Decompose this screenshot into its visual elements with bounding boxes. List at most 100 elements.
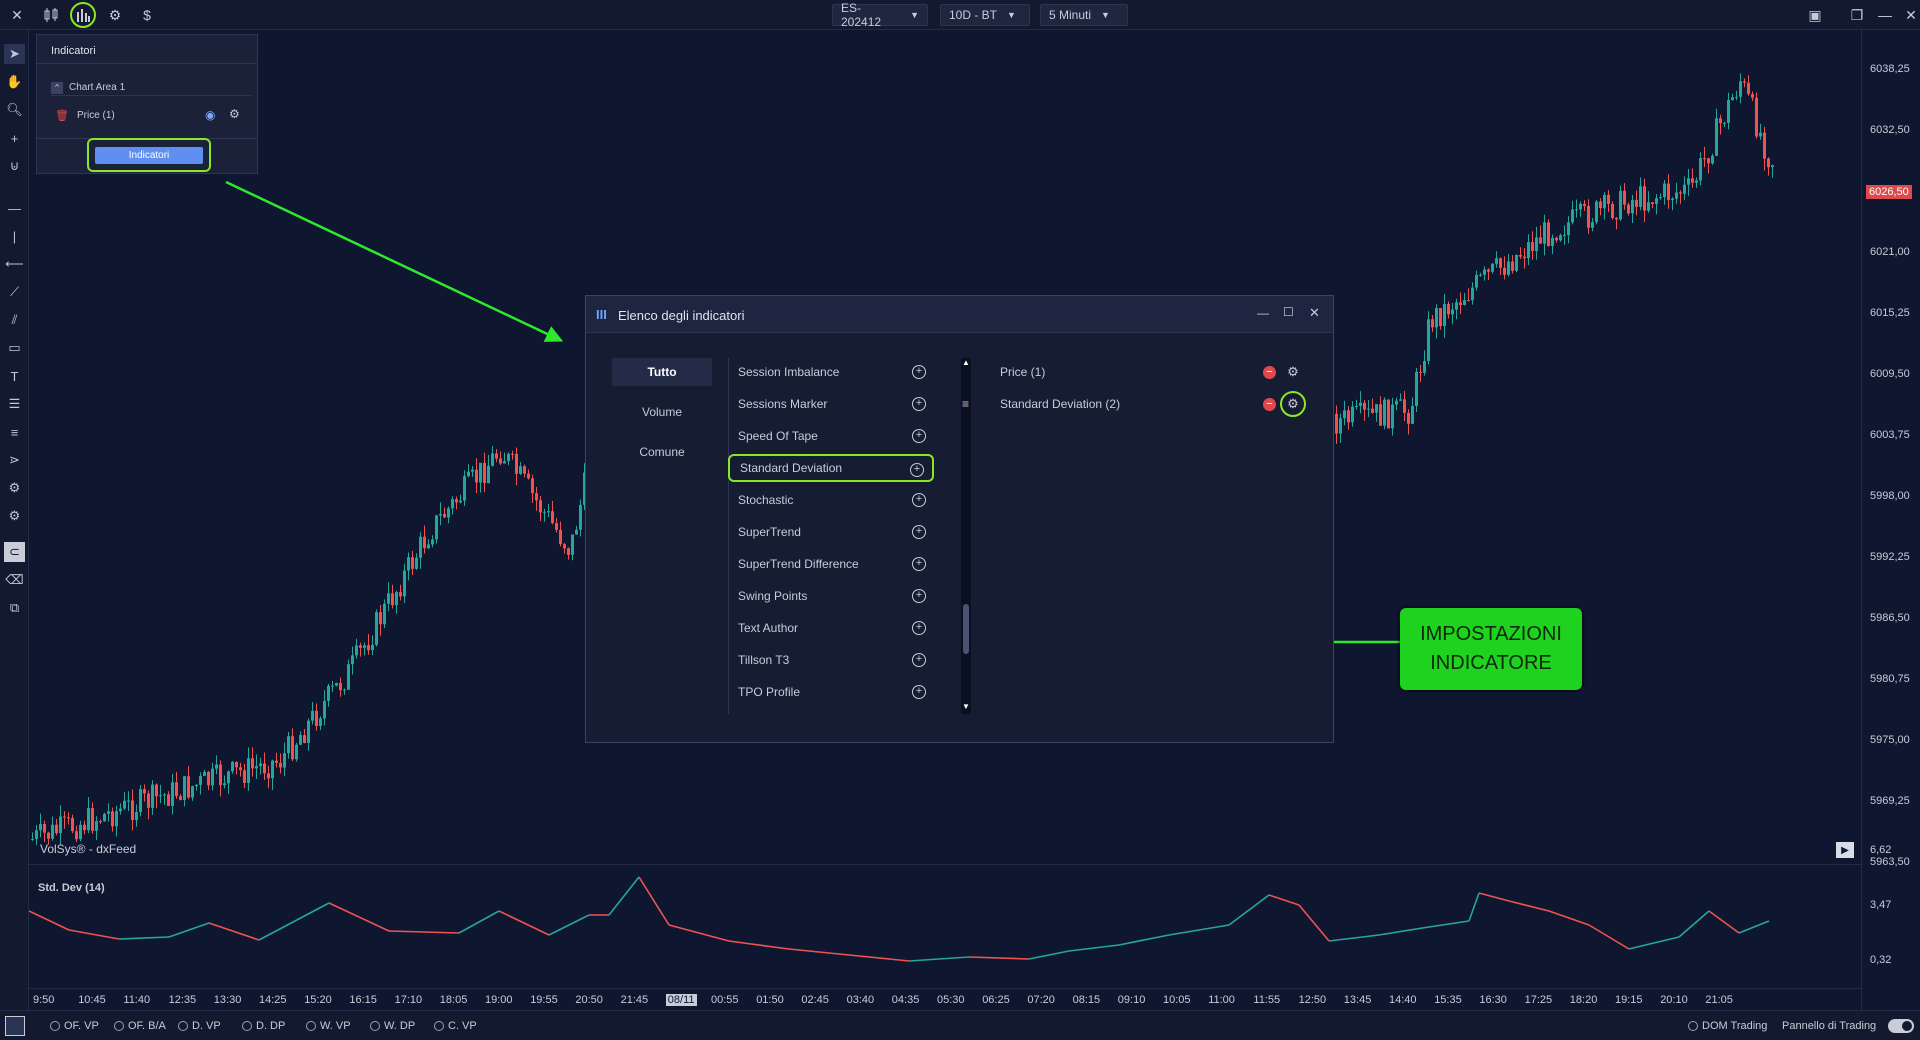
selected-indicator-row[interactable]: ≡ Standard Deviation (2) (962, 390, 1306, 418)
add-indicator-icon[interactable]: + (912, 397, 926, 411)
add-indicator-icon[interactable]: + (910, 463, 924, 477)
scroll-up-icon[interactable]: ▲ (962, 358, 970, 367)
fibonacci-icon[interactable]: ☰ (8, 396, 21, 411)
lock-icon[interactable]: ⧉ (9, 600, 20, 615)
scroll-down-icon[interactable]: ▼ (962, 702, 970, 711)
indicator-list-item[interactable]: Session Imbalance + (728, 358, 934, 386)
candle-body (1455, 302, 1458, 310)
trend-line-icon[interactable]: ⟋ (9, 284, 20, 299)
text-icon[interactable]: T (10, 368, 19, 384)
visibility-eye-icon[interactable]: ◉ (205, 108, 216, 122)
indicator-list-item[interactable]: Tillson T3 + (728, 646, 934, 674)
symbol-dropdown[interactable]: ES-202412 ▼ (832, 1, 928, 29)
indicator-list-item[interactable]: Sessions Marker + (728, 390, 934, 418)
profile-settings-icon[interactable]: ⚙ (8, 480, 21, 495)
profile-toggle[interactable]: W. DP (370, 1020, 415, 1032)
add-indicator-icon[interactable]: + (912, 685, 926, 699)
session-settings-icon[interactable]: ⚙ (8, 508, 21, 523)
time-axis[interactable]: 9:50 10:45 11:40 12:35 13:30 14:25 15:20 16:15 1… (29, 988, 1861, 1010)
add-indicator-icon[interactable]: + (912, 557, 926, 571)
candles-icon[interactable] (40, 4, 62, 26)
profile-toggle[interactable]: W. VP (306, 1020, 351, 1032)
scroll-thumb[interactable] (963, 604, 969, 654)
maximize-icon[interactable]: ❐ (1850, 6, 1864, 23)
indicator-list-item[interactable]: TPO Profile + (728, 678, 934, 706)
dollar-icon[interactable]: $ (143, 7, 151, 23)
remove-indicator-icon[interactable]: − (1263, 366, 1276, 379)
indicator-list-item[interactable]: Speed Of Tape + (728, 422, 934, 450)
magnet-icon[interactable]: ⊍ (9, 158, 20, 173)
close-icon[interactable]: ✕ (11, 6, 23, 23)
indicator-list-item[interactable]: Standard Deviation + (728, 454, 934, 482)
range-dropdown[interactable]: 10D - BT ▼ (940, 4, 1030, 26)
candle-body (1703, 158, 1706, 160)
indicator-list-item[interactable]: SuperTrend Difference + (728, 550, 934, 578)
cursor-icon[interactable]: ➤ (4, 44, 25, 64)
close-window-icon[interactable]: ✕ (1905, 6, 1917, 23)
price-axis[interactable]: 6038,25 6032,50 6026,50 6021,00 6015,25 6009,… (1861, 30, 1920, 1010)
profile-toggle[interactable]: C. VP (434, 1020, 477, 1032)
profile-toggle[interactable]: D. VP (178, 1020, 221, 1032)
indicator-pane[interactable] (29, 864, 1861, 988)
add-indicator-icon[interactable]: + (912, 525, 926, 539)
indicator-list-item[interactable]: Stochastic + (728, 486, 934, 514)
collapse-icon[interactable]: ^ (51, 81, 63, 94)
add-indicator-icon[interactable]: + (912, 589, 926, 603)
eraser-icon[interactable]: ⌫ (5, 572, 24, 587)
rectangle-icon[interactable]: ▭ (8, 340, 21, 355)
price-indicator-row[interactable]: 🗑︎ Price (1) (55, 107, 255, 123)
candle-body (1447, 303, 1450, 315)
indicator-settings-gear-icon[interactable]: ⚙ (1280, 391, 1306, 417)
settings-icon[interactable]: ⚙ (108, 6, 122, 23)
dialog-titlebar[interactable]: III Elenco degli indicatori — ☐ ✕ (586, 296, 1333, 333)
indicator-settings-gear-icon[interactable]: ⚙ (1287, 364, 1299, 379)
category-tab-comune[interactable]: Comune (639, 445, 685, 459)
scroll-right-button[interactable]: ▶ (1836, 842, 1854, 858)
dialog-close-icon[interactable]: ✕ (1309, 305, 1320, 320)
minimize-icon[interactable]: — (1878, 7, 1892, 23)
add-indicator-icon[interactable]: + (912, 365, 926, 379)
add-indicator-icon[interactable]: + (912, 493, 926, 507)
add-indicator-icon[interactable]: + (912, 621, 926, 635)
channel-icon[interactable]: ⫽ (11, 312, 18, 327)
list-scrollbar[interactable]: ▲ ▼ (961, 358, 971, 714)
category-tab-volume[interactable]: Volume (641, 405, 683, 419)
candle-body (551, 511, 554, 524)
drag-handle-icon[interactable]: ≡ (962, 397, 970, 411)
magnet-mode-icon[interactable]: ⊂ (4, 542, 25, 562)
pitchfork-icon[interactable]: ⋗ (9, 452, 20, 467)
trading-panel-switch[interactable] (1888, 1019, 1914, 1033)
levels-icon[interactable]: ≡ (10, 424, 19, 440)
trash-icon[interactable]: 🗑︎ (55, 109, 69, 122)
crosshair-icon[interactable]: + (10, 130, 19, 146)
dialog-maximize-icon[interactable]: ☐ (1283, 305, 1294, 319)
horizontal-line-icon[interactable]: — (8, 200, 21, 216)
indicator-list-item[interactable]: Swing Points + (728, 582, 934, 610)
layout-icon[interactable]: ▣ (1808, 6, 1822, 23)
price-chart[interactable] (29, 30, 1861, 862)
zoom-icon[interactable]: 🔍︎ (6, 102, 23, 117)
std-dev-line-segment (68, 929, 120, 940)
indicator-list-item[interactable]: Text Author + (728, 614, 934, 642)
vertical-line-icon[interactable]: | (12, 228, 17, 244)
profile-toggle[interactable]: D. DP (242, 1020, 285, 1032)
dom-trading-toggle[interactable]: DOM Trading (1688, 1020, 1767, 1032)
profile-toggle[interactable]: OF. VP (50, 1020, 99, 1032)
category-tab-tutto[interactable]: Tutto (612, 358, 712, 386)
dialog-minimize-icon[interactable]: — (1257, 306, 1269, 320)
chart-area-row[interactable]: ^ Chart Area 1 (51, 80, 251, 96)
remove-indicator-icon[interactable]: − (1263, 398, 1276, 411)
hand-icon[interactable]: ✋ (6, 74, 23, 89)
ray-icon[interactable]: ⟵ (5, 256, 24, 271)
indicators-icon[interactable] (70, 2, 96, 28)
indicators-button[interactable]: Indicatori (95, 147, 203, 164)
candle-body (1771, 165, 1774, 168)
price-settings-gear-icon[interactable]: ⚙ (229, 107, 240, 121)
add-indicator-icon[interactable]: + (912, 653, 926, 667)
selected-indicator-row[interactable]: Price (1) (986, 358, 1306, 386)
timeframe-dropdown[interactable]: 5 Minuti ▼ (1040, 4, 1128, 26)
layout-toggle-icon[interactable] (5, 1016, 25, 1036)
profile-toggle[interactable]: OF. B/A (114, 1020, 166, 1032)
indicator-list-item[interactable]: SuperTrend + (728, 518, 934, 546)
add-indicator-icon[interactable]: + (912, 429, 926, 443)
